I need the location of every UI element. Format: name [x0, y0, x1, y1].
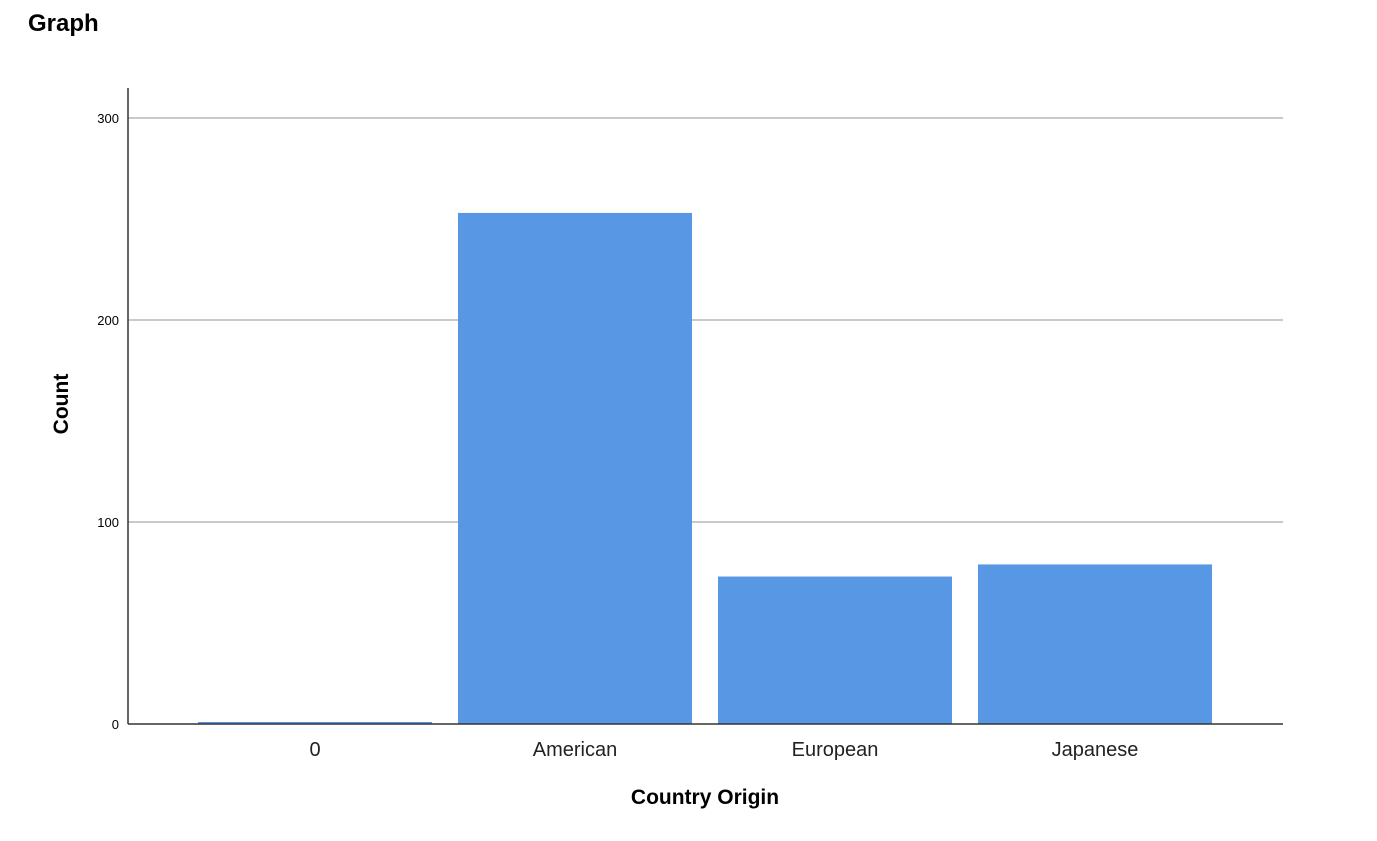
x-axis-title: Country Origin [631, 786, 779, 809]
axes [127, 88, 1283, 725]
bar-american [458, 212, 692, 724]
grid-lines [128, 117, 1283, 523]
x-tick-label: Japanese [1052, 739, 1139, 761]
x-tick-label: American [533, 739, 617, 761]
y-tick-label: 100 [97, 515, 119, 530]
y-tick-labels: 0 100 200 300 [97, 111, 119, 732]
x-tick-label: 0 [309, 739, 320, 761]
bar-european [718, 576, 952, 724]
y-tick-label: 200 [97, 313, 119, 328]
bar-japanese [978, 564, 1212, 724]
y-tick-label: 0 [112, 717, 119, 732]
x-tick-labels: 0 American European Japanese [309, 739, 1138, 761]
y-axis-title: Count [50, 374, 73, 435]
x-tick-label: European [792, 739, 879, 761]
y-tick-label: 300 [97, 111, 119, 126]
bar-series [198, 212, 1212, 724]
page-title: Graph [28, 10, 99, 37]
bar-0 [198, 721, 432, 724]
